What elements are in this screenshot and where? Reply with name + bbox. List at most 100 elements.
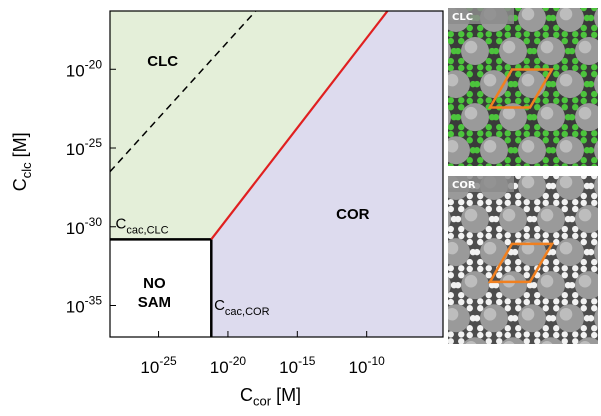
ring-molecule [591, 157, 598, 164]
disc-highlight [483, 307, 497, 321]
ring-molecule [458, 271, 465, 279]
ring-molecule [515, 130, 522, 137]
ring-molecule [553, 265, 560, 273]
ring-molecule [523, 57, 530, 65]
cor-snapshot: COR [401, 166, 598, 403]
coronene-disc [480, 370, 508, 398]
ring-molecule [553, 238, 560, 246]
ring-molecule [591, 8, 598, 12]
ring-molecule [505, 0, 511, 4]
ring-molecule [417, 348, 423, 354]
ring-molecule [448, 358, 454, 364]
ring-molecule [496, 298, 503, 306]
ring-molecule [591, 166, 597, 172]
ring-molecule [454, 113, 462, 121]
ring-molecule [572, 338, 579, 344]
ring-molecule [580, 31, 587, 39]
ring-molecule [515, 31, 522, 39]
ring-molecule [591, 265, 598, 273]
axis-ticks: 10-25 10-20 10-15 10-10 10-20 10-25 10-30 10-35 [66, 57, 385, 377]
ring-molecule [485, 291, 492, 299]
ring-molecule [561, 123, 568, 131]
coronene-disc [594, 308, 598, 329]
ring-molecule [515, 391, 521, 397]
ring-molecule [486, 167, 492, 173]
ring-molecule [515, 90, 522, 98]
ring-molecule [542, 265, 549, 273]
ring-molecule [504, 305, 511, 312]
ring-molecule [496, 291, 503, 299]
y-tick-label: 10-30 [66, 215, 103, 238]
ring-molecule [591, 137, 598, 144]
ring-molecule [580, 97, 587, 105]
ring-molecule [581, 364, 587, 370]
ring-molecule [466, 265, 473, 273]
ring-molecule [485, 265, 492, 272]
ring-molecule [458, 0, 464, 5]
ring-molecule [448, 37, 454, 45]
ring-molecule [496, 198, 503, 206]
ring-molecule [542, 157, 549, 164]
ring-molecule [553, 199, 560, 207]
ring-molecule [496, 30, 503, 38]
ring-molecule [429, 391, 435, 397]
ring-molecule [523, 265, 530, 272]
ring-molecule [466, 331, 473, 339]
y-tick-label: 10-25 [66, 136, 103, 159]
disc-highlight [578, 208, 592, 222]
ring-molecule [515, 371, 521, 377]
clc-snapshot: CLC [448, 0, 598, 176]
ring-molecule [524, 170, 530, 176]
ring-molecule [473, 80, 481, 88]
ring-molecule [572, 397, 578, 403]
ring-molecule [524, 0, 530, 5]
ring-molecule [542, 305, 549, 312]
ring-molecule [454, 215, 462, 223]
ring-molecule [549, 315, 557, 322]
disc-highlight [559, 176, 573, 189]
ring-molecule [496, 57, 503, 65]
coronene-disc [518, 370, 546, 398]
ring-molecule [477, 137, 484, 144]
ring-molecule [454, 47, 462, 55]
ring-molecule [572, 163, 579, 166]
ring-molecule [496, 271, 503, 279]
ring-molecule [530, 47, 538, 55]
ring-molecule [542, 192, 549, 200]
snapshot-panels: CLC COR [401, 0, 598, 403]
ring-molecule [553, 8, 560, 12]
disc-highlight [597, 144, 598, 149]
ring-molecule [504, 199, 511, 207]
disc-highlight [597, 12, 598, 16]
ring-molecule [466, 24, 473, 32]
ring-molecule [572, 265, 579, 272]
ring-molecule [448, 170, 454, 176]
ring-molecule [572, 123, 579, 131]
unit-cell-outline [487, 242, 555, 284]
ring-molecule [458, 57, 465, 65]
region-no-sam [110, 239, 212, 337]
ring-molecule [553, 232, 560, 239]
ring-molecule [587, 315, 595, 322]
ring-molecule [401, 391, 407, 397]
ring-molecule [485, 130, 492, 138]
ring-molecule [591, 97, 598, 105]
ring-molecule [561, 37, 568, 45]
ring-molecule [448, 130, 454, 138]
ring-molecule [580, 8, 587, 12]
ring-molecule [458, 205, 465, 213]
ring-molecule [534, 163, 541, 166]
ring-molecule [496, 232, 503, 240]
ring-molecule [523, 163, 530, 166]
ring-molecule [543, 0, 549, 4]
coronene-disc [556, 370, 584, 398]
ring-molecule [466, 298, 473, 305]
coronene-disc [594, 8, 598, 28]
ring-molecule [458, 232, 465, 240]
ring-molecule [477, 238, 484, 246]
ring-molecule [572, 298, 579, 306]
ring-molecule [562, 397, 568, 403]
ring-molecule [523, 97, 530, 104]
coronene-disc [463, 337, 487, 344]
ring-molecule [549, 182, 557, 190]
